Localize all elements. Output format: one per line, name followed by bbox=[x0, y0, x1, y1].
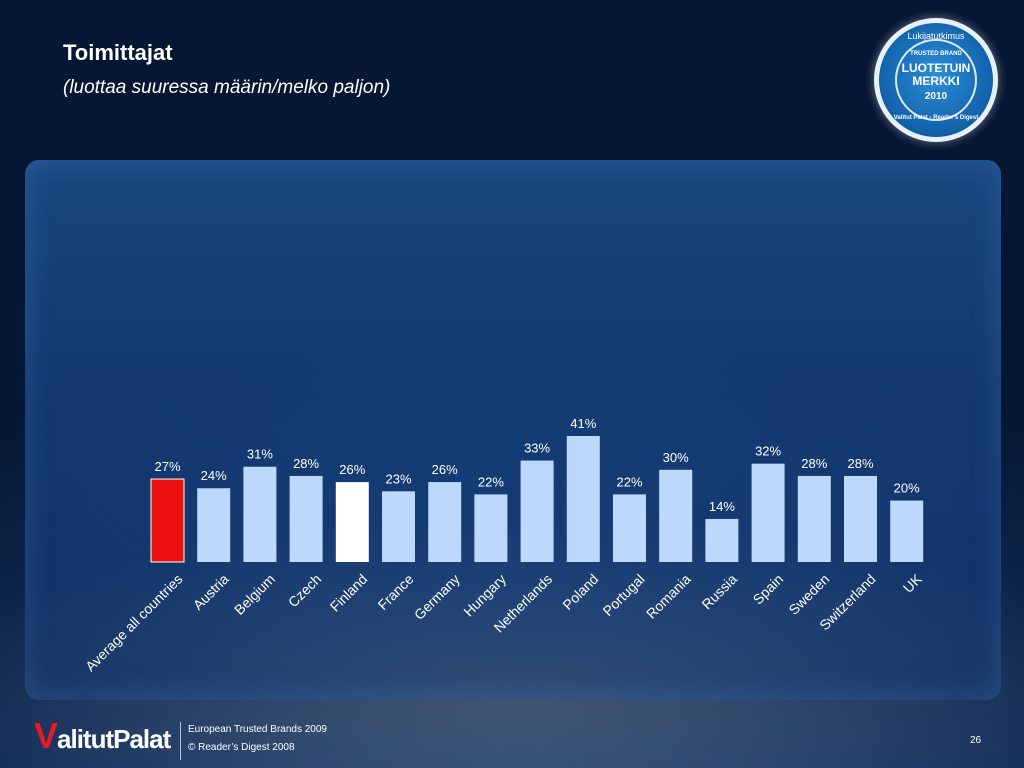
bar-belgium bbox=[243, 466, 277, 562]
bar-germany bbox=[428, 482, 462, 562]
slide-subtitle: (luottaa suuressa määrin/melko paljon) bbox=[63, 77, 391, 98]
bar-finland bbox=[335, 482, 369, 562]
bar-portugal bbox=[613, 494, 646, 562]
seal-bottom-text: Valitut Palat - Reader's Digest bbox=[893, 115, 979, 121]
value-label: 23% bbox=[385, 471, 411, 486]
slide-title: Toimittajat bbox=[63, 40, 173, 65]
bar-netherlands bbox=[520, 460, 554, 562]
bar-sweden bbox=[797, 475, 831, 562]
category-label: UK bbox=[900, 570, 926, 596]
value-label: 24% bbox=[201, 468, 227, 483]
bar-poland bbox=[566, 436, 600, 562]
value-label: 26% bbox=[339, 462, 365, 477]
category-label: France bbox=[374, 571, 416, 613]
category-label: Belgium bbox=[231, 571, 278, 618]
bar-average-all-countries bbox=[150, 478, 185, 563]
category-label: Poland bbox=[559, 571, 601, 613]
value-label: 20% bbox=[894, 481, 920, 496]
category-label: Average all countries bbox=[82, 571, 186, 675]
bar-czech bbox=[289, 475, 323, 562]
value-label: 22% bbox=[616, 474, 642, 489]
value-label: 28% bbox=[293, 456, 319, 471]
seal-small-text: TRUSTED BRAND bbox=[910, 51, 962, 57]
seal-main-line2: MERKKI bbox=[912, 74, 960, 88]
value-label: 28% bbox=[801, 456, 827, 471]
bar-spain bbox=[751, 463, 785, 562]
category-label: Germany bbox=[411, 571, 463, 623]
logo-letter: V bbox=[34, 715, 58, 756]
value-label: 26% bbox=[432, 462, 458, 477]
category-label: Romania bbox=[643, 571, 694, 622]
value-label: 27% bbox=[154, 459, 180, 474]
footer-source: European Trusted Brands 2009 bbox=[188, 724, 327, 735]
trusted-brand-seal: Lukijatutkimus TRUSTED BRAND LUOTETUIN M… bbox=[874, 18, 998, 142]
seal-year: 2010 bbox=[924, 91, 948, 102]
value-label: 28% bbox=[847, 456, 873, 471]
chart-panel bbox=[25, 160, 1001, 700]
category-label: Finland bbox=[327, 571, 371, 615]
bar-france bbox=[382, 491, 415, 562]
value-label: 30% bbox=[663, 450, 689, 465]
value-label: 33% bbox=[524, 441, 550, 456]
category-label: Russia bbox=[698, 571, 740, 613]
value-label: 22% bbox=[478, 474, 504, 489]
category-label: Czech bbox=[285, 571, 324, 610]
bar-austria bbox=[197, 488, 231, 562]
value-label: 41% bbox=[570, 416, 596, 431]
category-label: Sweden bbox=[785, 571, 832, 618]
seal-top-text: Lukijatutkimus bbox=[907, 31, 965, 41]
value-label: 14% bbox=[709, 499, 735, 514]
value-label: 31% bbox=[247, 447, 273, 462]
category-label: Austria bbox=[190, 571, 232, 613]
page-number: 26 bbox=[970, 735, 982, 746]
value-label: 32% bbox=[755, 444, 781, 459]
bar-uk bbox=[890, 500, 924, 562]
bar-russia bbox=[705, 518, 739, 562]
logo-wordmark: alitutPalat bbox=[57, 724, 171, 754]
bar-switzerland bbox=[844, 475, 877, 562]
category-label: Spain bbox=[750, 571, 787, 608]
seal-main-line1: LUOTETUIN bbox=[901, 61, 971, 75]
footer-copyright: © Reader’s Digest 2008 bbox=[188, 742, 295, 753]
bar-romania bbox=[659, 469, 693, 562]
valitutpalat-logo: ValitutPalat bbox=[34, 715, 171, 757]
seal-ring bbox=[895, 39, 977, 121]
bar-hungary bbox=[474, 494, 508, 562]
category-label: Portugal bbox=[599, 571, 647, 619]
footer-divider bbox=[180, 722, 181, 760]
